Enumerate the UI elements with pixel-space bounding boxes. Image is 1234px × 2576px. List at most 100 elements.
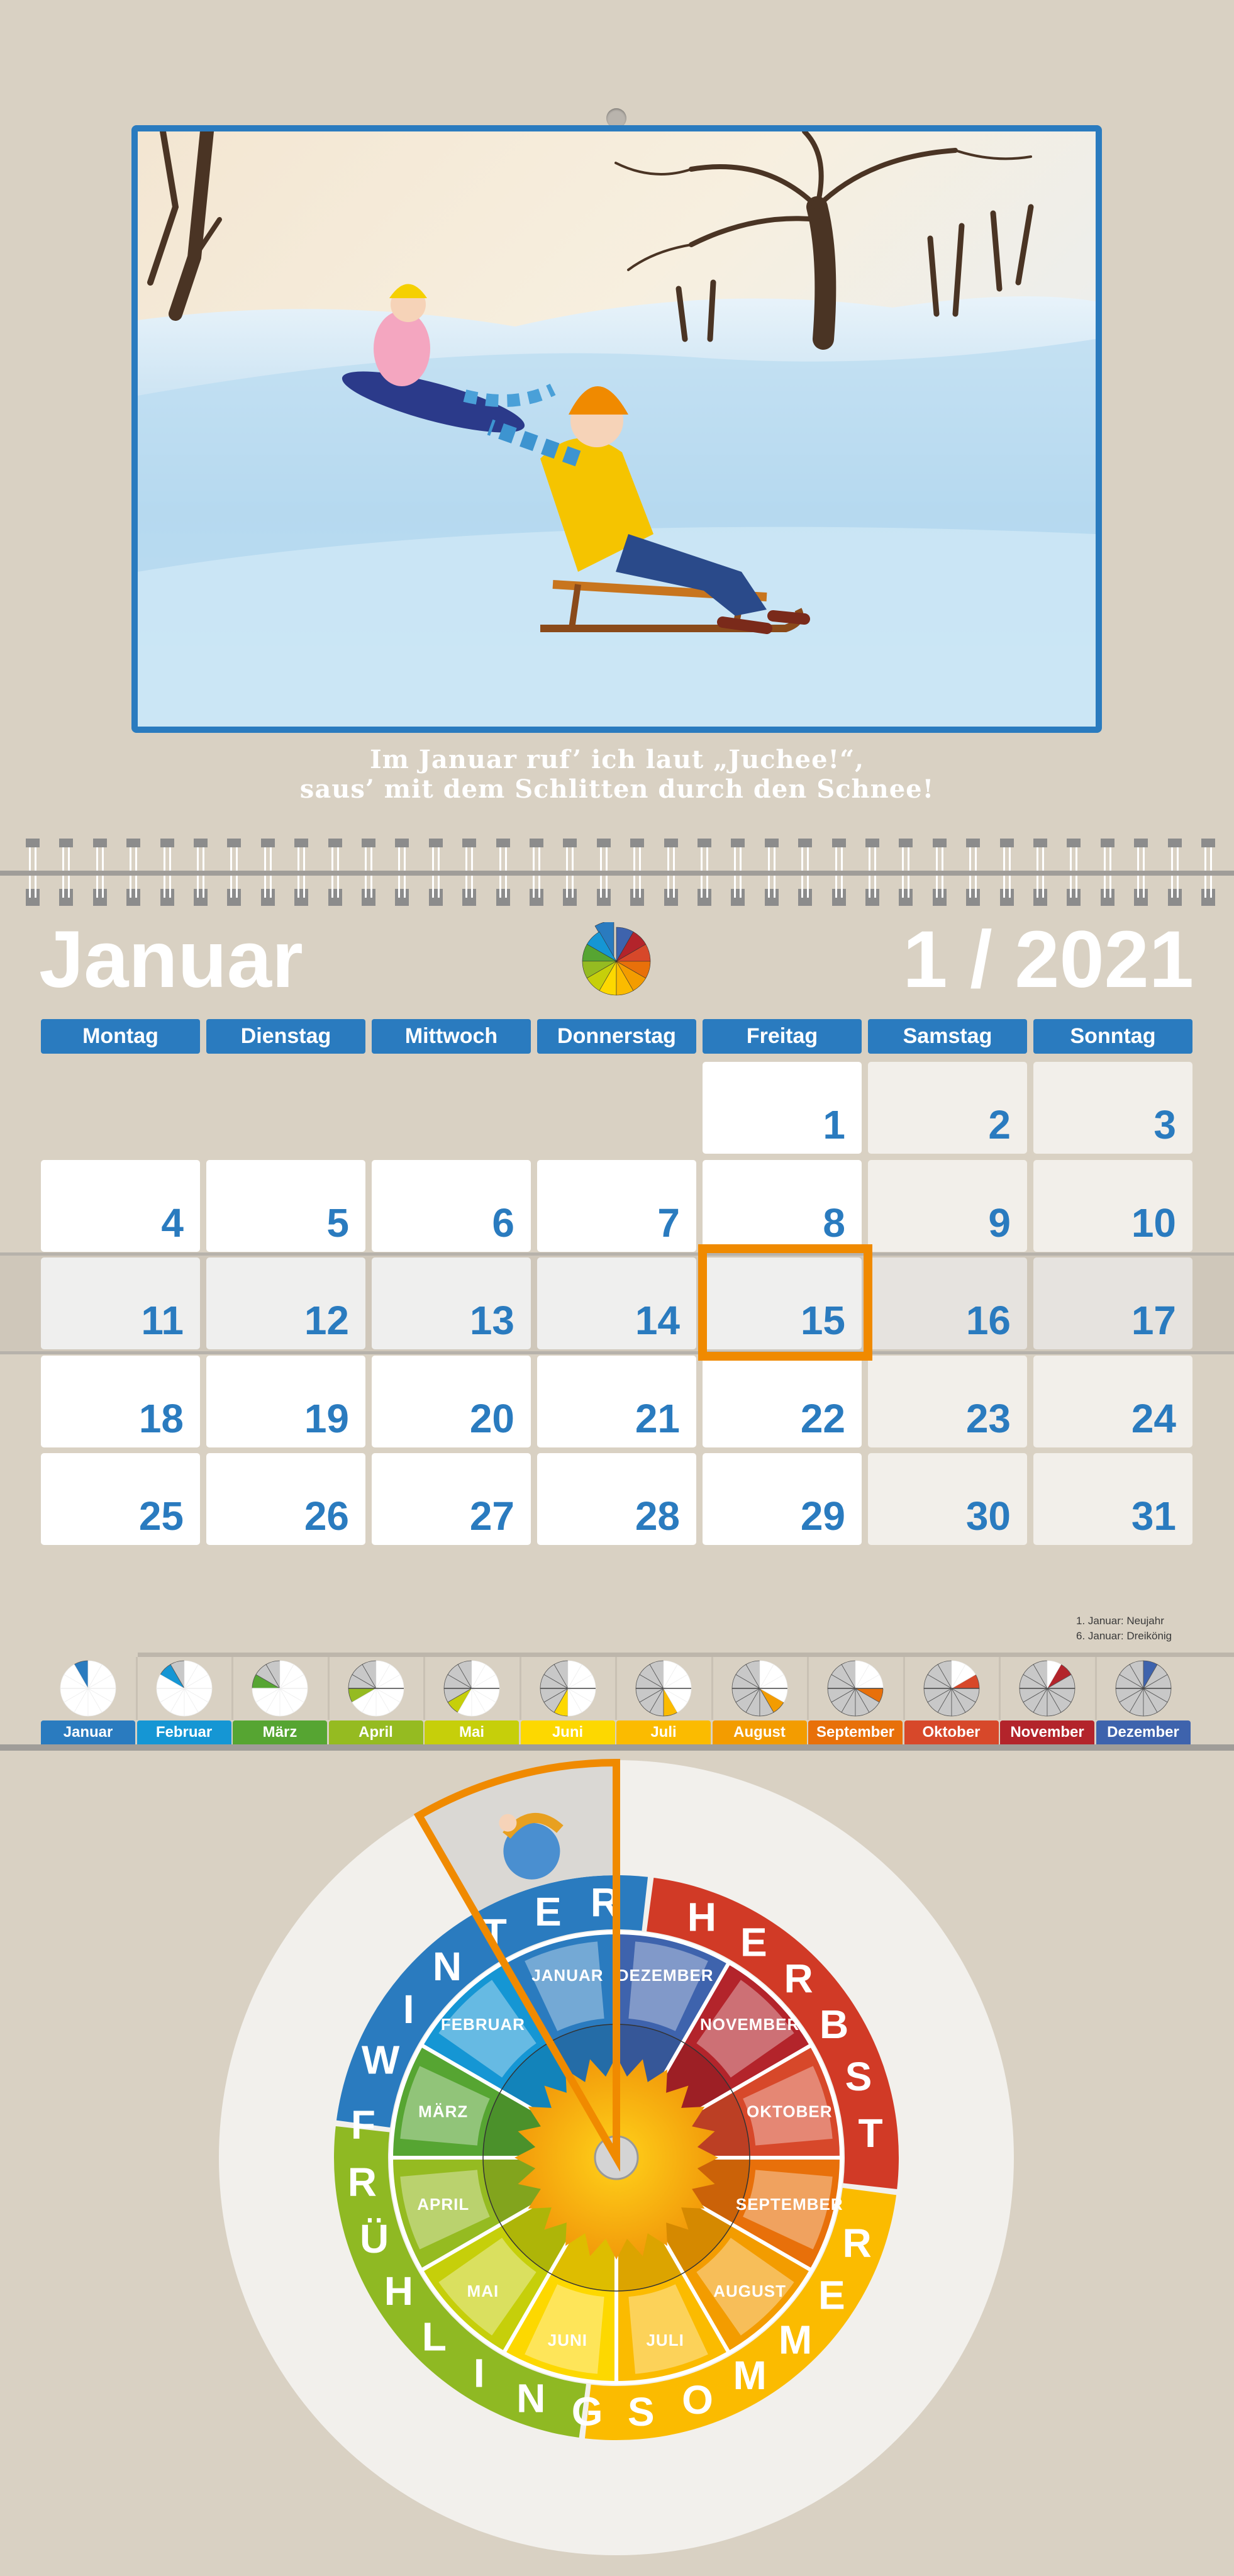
month-tab[interactable]: November: [1000, 1720, 1094, 1744]
day-cell[interactable]: 11: [41, 1257, 200, 1349]
wheel-month-segment[interactable]: [422, 1963, 549, 2090]
day-number: 17: [1131, 1298, 1176, 1343]
day-number: 5: [326, 1200, 349, 1246]
wheel-month-segment[interactable]: [732, 2158, 842, 2269]
day-cell[interactable]: 29: [703, 1453, 862, 1545]
wheel-month-label: JANUAR: [531, 1966, 603, 1985]
month-tab[interactable]: September: [808, 1720, 903, 1744]
day-cell[interactable]: 16: [868, 1257, 1027, 1349]
day-cell[interactable]: 26: [206, 1453, 365, 1545]
day-cell[interactable]: 19: [206, 1355, 365, 1447]
pie-slice: [375, 1660, 391, 1690]
wheel-month-segment[interactable]: [422, 2225, 549, 2352]
day-cell[interactable]: 31: [1033, 1453, 1192, 1545]
caption-line-1: Im Januar ruf’ ich laut „Juchee!“,: [369, 745, 865, 774]
month-illustration: [743, 2170, 833, 2250]
pie-slice: [663, 1660, 678, 1690]
day-number: 13: [469, 1298, 514, 1343]
day-number: 29: [800, 1493, 845, 1539]
day-cell[interactable]: 13: [372, 1257, 531, 1349]
season-letter: H: [687, 1894, 716, 1939]
day-cell[interactable]: 24: [1033, 1355, 1192, 1447]
day-cell[interactable]: 8: [703, 1159, 862, 1252]
wheel-month-segment[interactable]: [732, 2046, 842, 2157]
day-cell[interactable]: 12: [206, 1257, 365, 1349]
month-progress-column: [231, 1657, 327, 1720]
season-letter: R: [348, 2160, 377, 2205]
day-cell[interactable]: 9: [868, 1159, 1027, 1252]
season-letter: Ü: [360, 2216, 389, 2261]
month-tab[interactable]: März: [233, 1720, 327, 1744]
today-marker[interactable]: [698, 1244, 872, 1361]
day-number: 15: [800, 1298, 845, 1343]
month-pointer[interactable]: [413, 1758, 620, 2172]
day-cell[interactable]: 2: [868, 1062, 1027, 1154]
month-tab[interactable]: Januar: [41, 1720, 135, 1744]
wheel-month-label: OKTOBER: [747, 2102, 833, 2121]
wheel-month-segment[interactable]: [684, 2225, 811, 2352]
wheel-month-segment[interactable]: [617, 1932, 728, 2042]
month-tab[interactable]: Mai: [425, 1720, 519, 1744]
day-number: 3: [1153, 1102, 1176, 1147]
month-tab[interactable]: Juli: [616, 1720, 711, 1744]
day-cell[interactable]: 3: [1033, 1062, 1192, 1154]
wheel-month-segment[interactable]: [617, 2273, 728, 2383]
day-cell[interactable]: 28: [537, 1453, 696, 1545]
day-number: 21: [635, 1395, 680, 1441]
weekday-header: Dienstag: [206, 1019, 365, 1054]
day-number: 10: [1131, 1200, 1176, 1246]
month-progress-pie: [60, 1660, 116, 1717]
season-letter: W: [362, 2037, 400, 2082]
month-tab[interactable]: Februar: [136, 1720, 231, 1744]
day-cell[interactable]: 25: [41, 1453, 200, 1545]
day-cell[interactable]: 15: [703, 1257, 862, 1349]
wheel-month-segment[interactable]: [391, 2158, 501, 2269]
wheel-month-label: MAI: [467, 2282, 499, 2300]
day-cell[interactable]: 1: [703, 1062, 862, 1154]
day-number: 20: [469, 1395, 514, 1441]
month-illustration: [525, 1941, 604, 2031]
month-progress-pie: [252, 1660, 308, 1717]
month-tab[interactable]: August: [712, 1720, 807, 1744]
season-letter: T: [859, 2110, 883, 2156]
day-cell[interactable]: 23: [868, 1355, 1027, 1447]
wheel-month-segment[interactable]: [391, 2046, 501, 2157]
month-tab[interactable]: April: [328, 1720, 423, 1744]
day-cell[interactable]: 27: [372, 1453, 531, 1545]
month-illustration: [400, 2170, 490, 2250]
wheel-month-segment[interactable]: [505, 1932, 616, 2042]
pie-slice: [1143, 1660, 1158, 1690]
season-letter: L: [422, 2314, 447, 2360]
day-cell[interactable]: 30: [868, 1453, 1027, 1545]
season-letter: N: [516, 2376, 545, 2421]
month-year-title: 1 / 2021: [903, 915, 1194, 1005]
wheel-month-segment[interactable]: [684, 1963, 811, 2090]
season-letter: S: [845, 2054, 872, 2099]
season-letter: E: [740, 1920, 767, 1965]
month-progress-pie: [1115, 1660, 1171, 1717]
wheel-month-segment[interactable]: [505, 2273, 616, 2383]
month-tab[interactable]: Oktober: [904, 1720, 999, 1744]
day-cell[interactable]: 21: [537, 1355, 696, 1447]
day-cell[interactable]: 14: [537, 1257, 696, 1349]
winter-sledding-painting: [138, 131, 1096, 727]
day-cell[interactable]: 6: [372, 1159, 531, 1252]
day-cell[interactable]: 4: [41, 1159, 200, 1252]
month-progress-pie: [635, 1660, 692, 1717]
day-cell[interactable]: 17: [1033, 1257, 1192, 1349]
month-tab[interactable]: Dezember: [1096, 1720, 1191, 1744]
caption-line-2: saus’ mit dem Schlitten durch den Schnee…: [299, 774, 935, 804]
day-number: 2: [988, 1102, 1011, 1147]
month-tab[interactable]: Juni: [520, 1720, 615, 1744]
day-cell[interactable]: 5: [206, 1159, 365, 1252]
day-cell[interactable]: 22: [703, 1355, 862, 1447]
day-cell[interactable]: 18: [41, 1355, 200, 1447]
holiday-note: 6. Januar: Dreikönig: [1076, 1630, 1172, 1642]
day-cell[interactable]: 7: [537, 1159, 696, 1252]
month-illustration: [628, 1941, 708, 2031]
day-number: 11: [141, 1298, 184, 1343]
day-cell[interactable]: 20: [372, 1355, 531, 1447]
month-progress-pie: [348, 1660, 404, 1717]
day-cell[interactable]: 10: [1033, 1159, 1192, 1252]
